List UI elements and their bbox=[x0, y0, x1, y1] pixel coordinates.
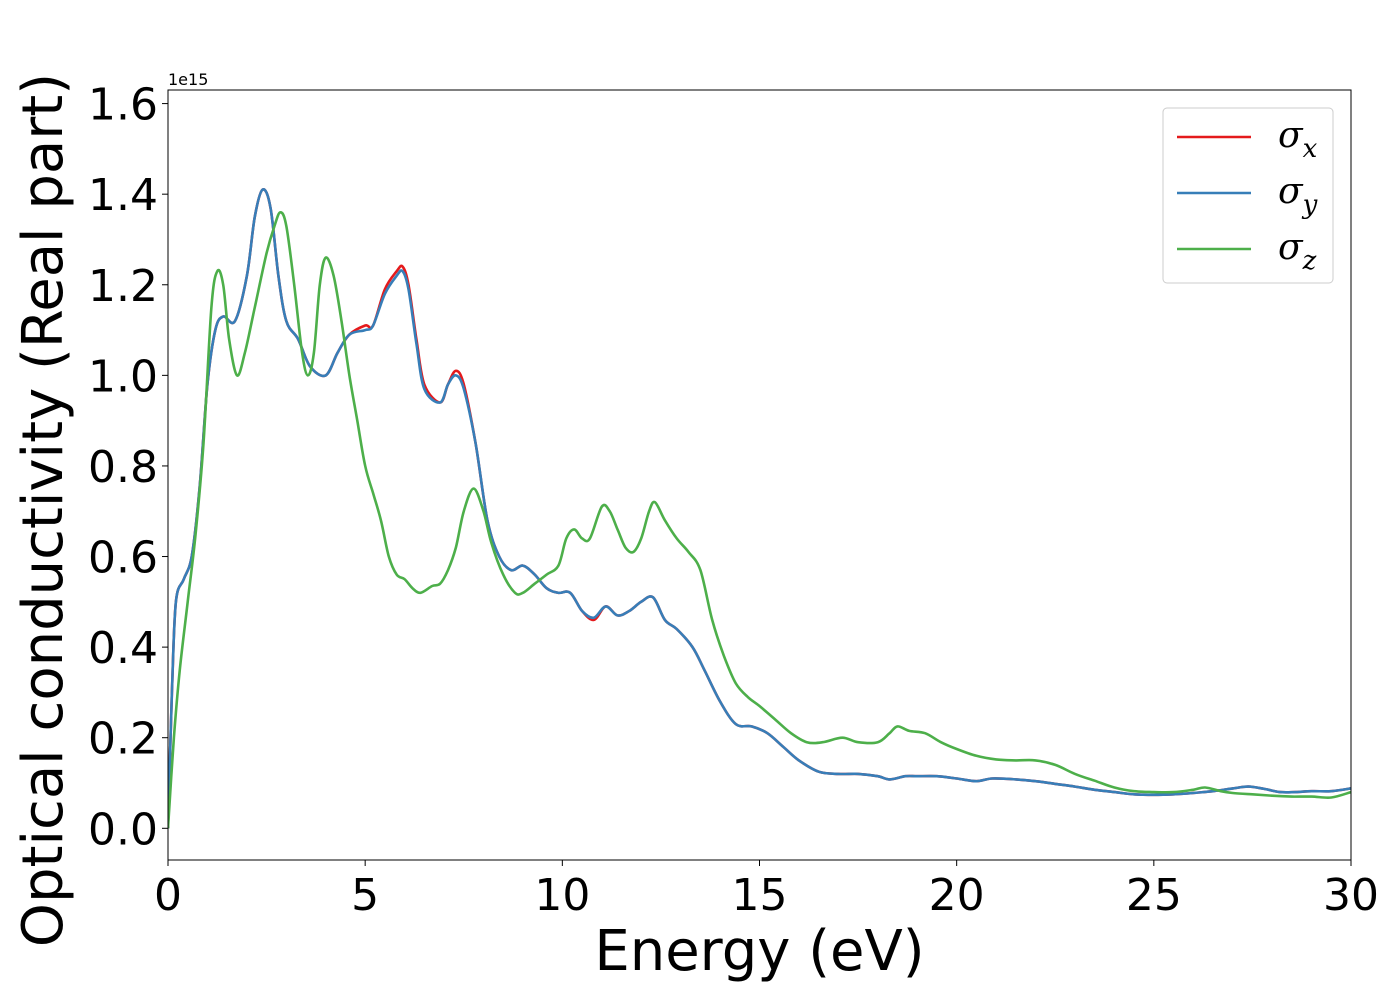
x-tick-label: 10 bbox=[534, 870, 590, 921]
y-axis: 0.0 0.2 0.4 0.6 0.8 1.0 1.2 1.4 1.6 bbox=[88, 80, 168, 855]
legend-box bbox=[1162, 107, 1334, 284]
y-tick-label: 1.2 bbox=[88, 261, 158, 312]
x-axis: 0 5 10 15 20 25 30 bbox=[154, 860, 1379, 921]
y-tick-label: 0.8 bbox=[88, 442, 158, 493]
series-layer bbox=[168, 188, 1351, 829]
x-axis-title: Energy (eV) bbox=[594, 919, 924, 984]
y-tick-label: 0.0 bbox=[88, 804, 158, 855]
x-tick-label: 15 bbox=[732, 870, 788, 921]
legend: σx σy σz bbox=[1162, 107, 1334, 284]
series-line-x bbox=[168, 188, 1351, 829]
y-tick-label: 1.4 bbox=[88, 170, 158, 221]
x-tick-label: 25 bbox=[1126, 870, 1182, 921]
legend-label-x: σx bbox=[1278, 115, 1318, 164]
x-tick-label: 0 bbox=[154, 870, 182, 921]
y-tick-label: 1.0 bbox=[88, 351, 158, 402]
y-tick-label: 0.4 bbox=[88, 623, 158, 674]
y-offset-label: 1e15 bbox=[168, 70, 208, 89]
y-tick-label: 0.2 bbox=[88, 714, 158, 765]
y-axis-title: Optical conductivity (Real part) bbox=[11, 73, 76, 947]
series-line-z bbox=[168, 211, 1351, 829]
legend-label-y: σy bbox=[1278, 171, 1318, 220]
y-tick-label: 1.6 bbox=[88, 80, 158, 131]
x-tick-label: 5 bbox=[351, 870, 379, 921]
y-tick-label: 0.6 bbox=[88, 533, 158, 584]
x-tick-label: 30 bbox=[1323, 870, 1379, 921]
legend-label-z: σz bbox=[1278, 227, 1317, 276]
x-tick-label: 20 bbox=[929, 870, 985, 921]
series-line-y bbox=[168, 188, 1351, 829]
